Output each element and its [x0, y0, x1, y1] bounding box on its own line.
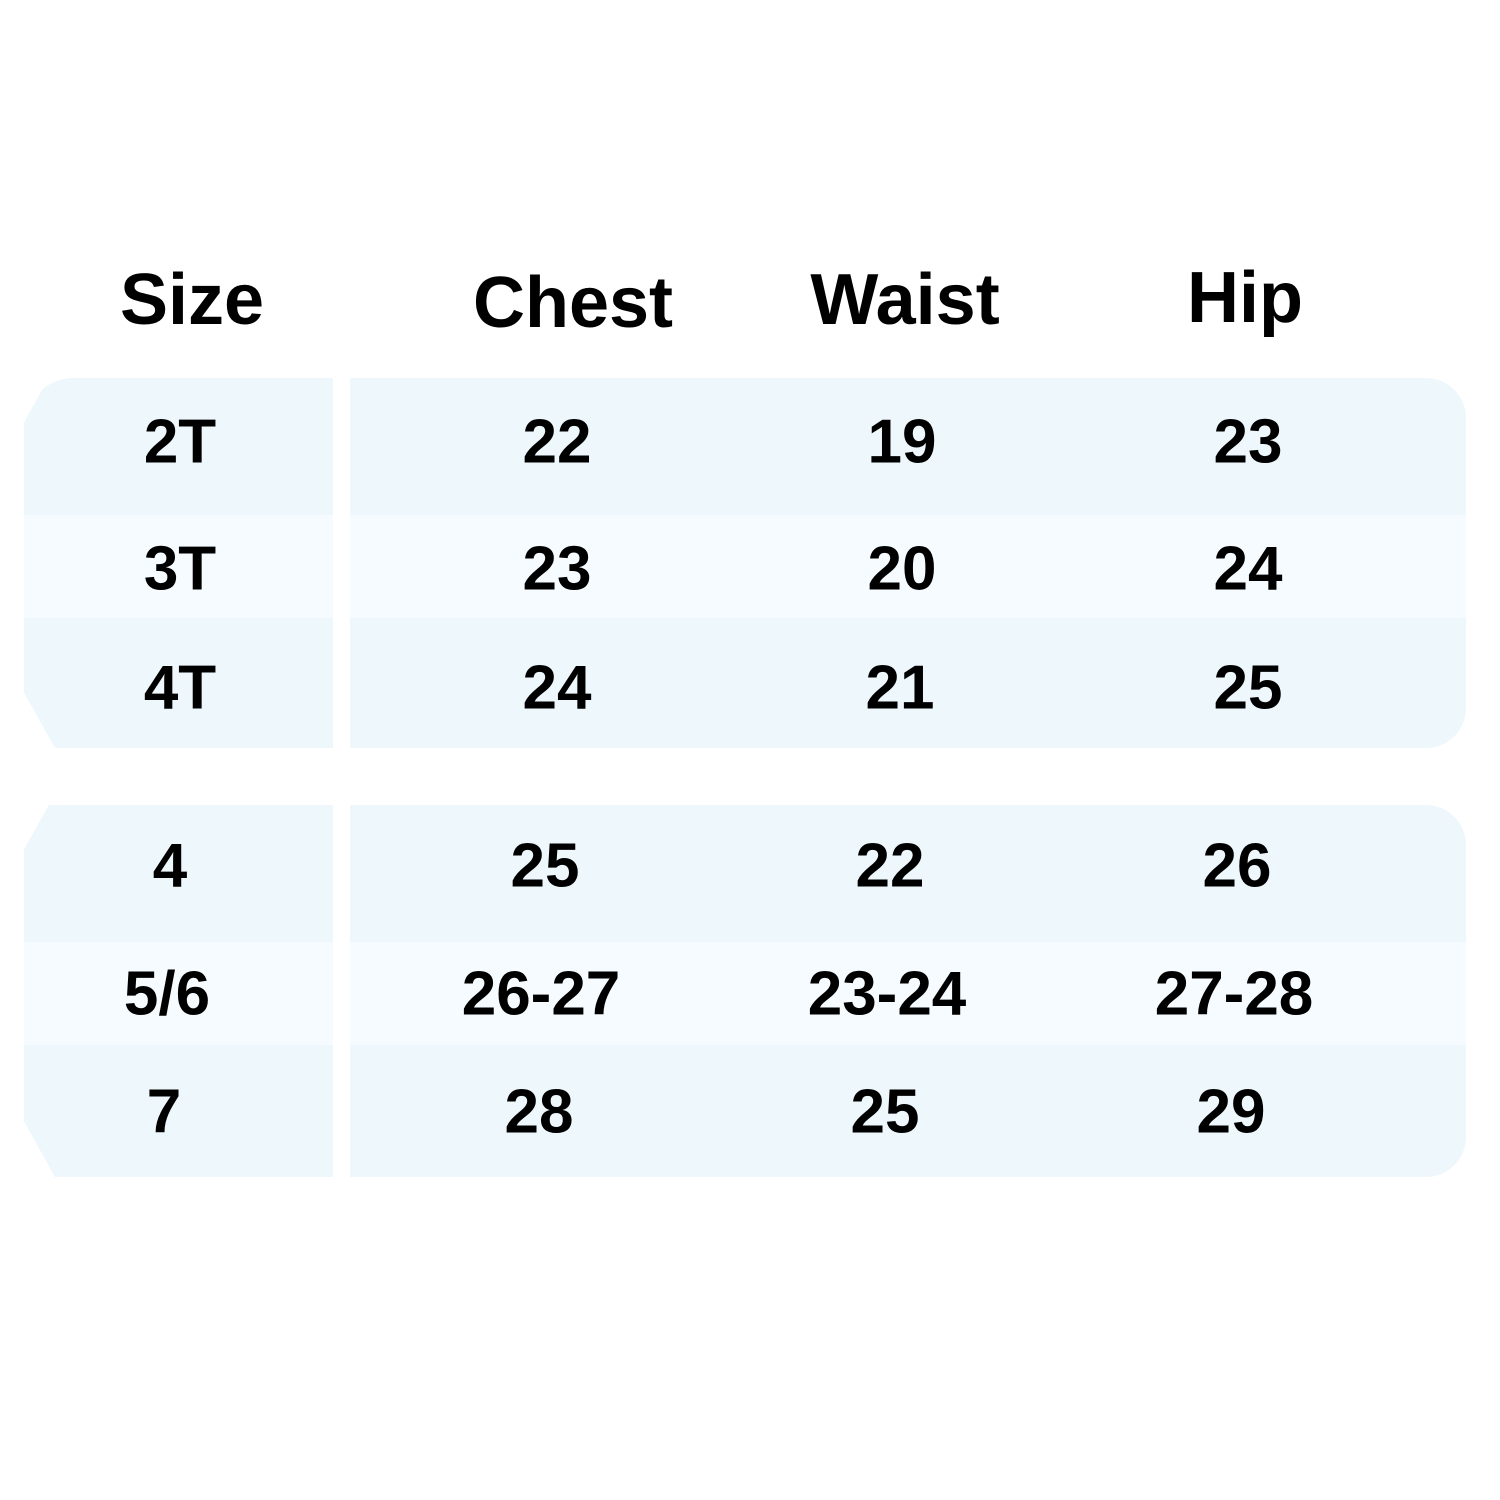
- cell-hip: 23: [1213, 407, 1283, 477]
- cell-hip: 29: [1196, 1077, 1266, 1147]
- size-column-panel-2: [24, 805, 333, 1177]
- cell-chest: 28: [504, 1077, 574, 1147]
- header-waist: Waist: [810, 260, 1000, 340]
- size-column-panel-1: [24, 378, 333, 748]
- cell-waist: 20: [867, 534, 937, 604]
- cell-chest: 26-27: [461, 959, 621, 1029]
- cell-waist: 25: [850, 1077, 920, 1147]
- cell-chest: 23: [522, 534, 592, 604]
- cell-chest: 25: [510, 831, 580, 901]
- cell-waist: 23-24: [807, 959, 967, 1029]
- cell-hip: 26: [1202, 831, 1272, 901]
- measure-panel-1: [350, 378, 1466, 748]
- header-chest: Chest: [472, 263, 674, 343]
- cell-waist: 21: [865, 653, 935, 723]
- cell-hip: 25: [1213, 653, 1283, 723]
- cell-size: 2T: [143, 407, 217, 477]
- cell-size: 3T: [143, 534, 217, 604]
- cell-size: 7: [146, 1077, 182, 1147]
- measure-panel-2: [350, 805, 1466, 1177]
- cell-size: 4: [152, 831, 188, 901]
- cell-size: 4T: [143, 653, 217, 723]
- cell-hip: 27-28: [1154, 959, 1314, 1029]
- header-size: Size: [119, 260, 265, 340]
- header-hip: Hip: [1187, 258, 1303, 338]
- cell-size: 5/6: [123, 959, 211, 1029]
- cell-chest: 24: [522, 653, 592, 723]
- cell-hip: 24: [1213, 534, 1283, 604]
- cell-chest: 22: [522, 407, 592, 477]
- cell-waist: 19: [867, 407, 937, 477]
- cell-waist: 22: [855, 831, 925, 901]
